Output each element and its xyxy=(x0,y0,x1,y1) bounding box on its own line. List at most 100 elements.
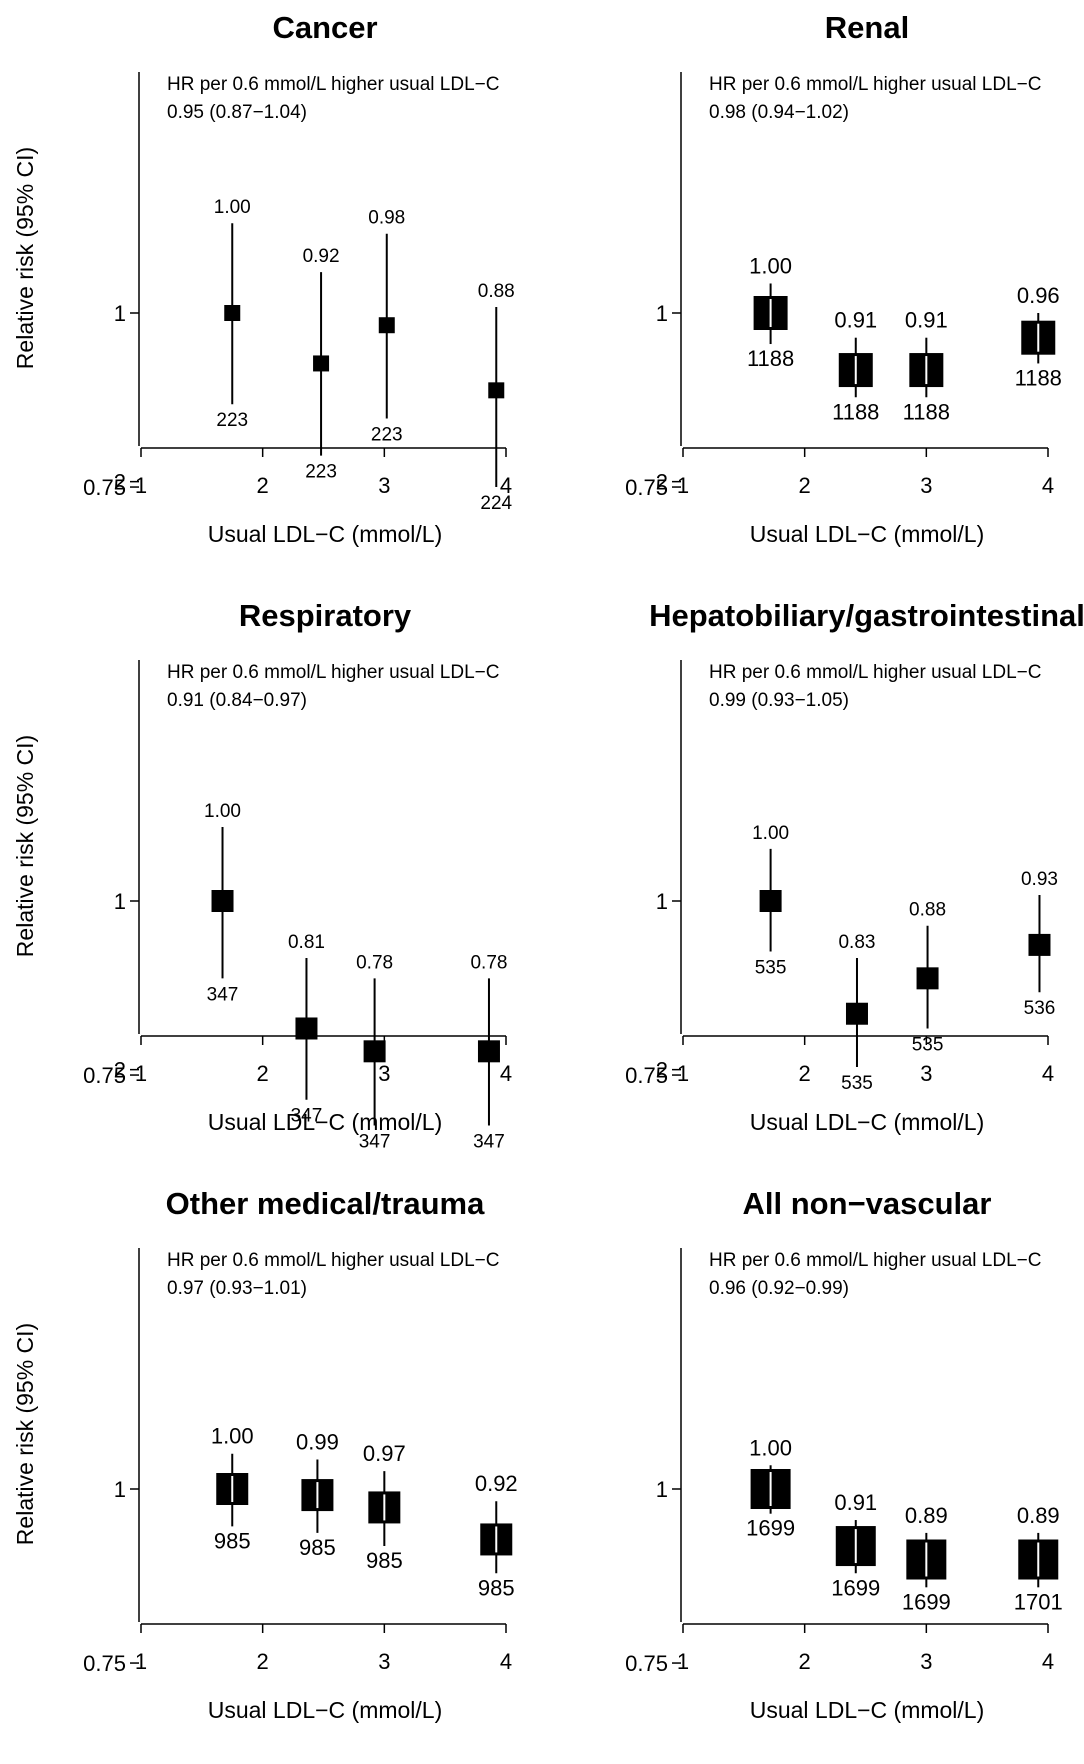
y-tick-label: 0.75 xyxy=(83,1651,126,1676)
x-tick-label: 4 xyxy=(500,473,512,498)
n-label: 985 xyxy=(366,1548,403,1573)
point-marker xyxy=(845,1002,868,1025)
point-marker xyxy=(313,355,330,372)
y-tick-label: 2 xyxy=(114,470,126,495)
n-label: 347 xyxy=(291,1106,323,1127)
plot-svg: Hepatobiliary/gastrointestinal HR per 0.6… xyxy=(625,470,1084,1135)
n-label: 985 xyxy=(214,1528,251,1553)
y-tick-label: 1 xyxy=(114,301,126,326)
y-tick-label: 1 xyxy=(656,889,668,914)
y-tick-label: 0.75 xyxy=(83,475,126,500)
n-label: 347 xyxy=(473,1131,505,1152)
chart-title: Cancer xyxy=(272,10,377,45)
point-marker xyxy=(916,967,939,990)
y-axis-label: Relative risk (95% CI) xyxy=(12,735,38,957)
rr-label: 0.91 xyxy=(834,308,877,333)
x-tick-label: 3 xyxy=(378,1649,390,1674)
n-label: 223 xyxy=(305,462,337,483)
panel-cancer: Cancer HR per 0.6 mmol/L higher usual LDL… xyxy=(0,0,542,588)
x-tick-label: 2 xyxy=(799,1649,811,1674)
rr-label: 1.00 xyxy=(749,253,792,278)
x-tick-label: 3 xyxy=(920,1061,932,1086)
rr-label: 1.00 xyxy=(214,197,251,218)
x-tick-label: 3 xyxy=(378,1061,390,1086)
point-marker xyxy=(488,382,505,399)
rr-label: 1.00 xyxy=(204,801,241,822)
chart-title: Respiratory xyxy=(239,598,412,633)
n-label: 1701 xyxy=(1014,1589,1063,1614)
x-axis-label: Usual LDL−C (mmol/L) xyxy=(750,1109,985,1135)
y-axis-label: Relative risk (95% CI) xyxy=(12,1323,38,1545)
y-tick-label: 1 xyxy=(114,1477,126,1502)
n-label: 223 xyxy=(216,410,248,431)
hr-annotation-value: 0.97 (0.93−1.01) xyxy=(167,1278,307,1299)
hr-annotation-value: 0.99 (0.93−1.05) xyxy=(709,690,849,711)
x-tick-label: 2 xyxy=(799,1061,811,1086)
y-tick-label: 0.75 xyxy=(625,1651,668,1676)
n-label: 985 xyxy=(478,1575,515,1600)
rr-label: 0.78 xyxy=(470,952,507,973)
hr-annotation-label: HR per 0.6 mmol/L higher usual LDL−C xyxy=(709,1250,1041,1271)
hr-annotation-label: HR per 0.6 mmol/L higher usual LDL−C xyxy=(167,1250,499,1271)
rr-label: 1.00 xyxy=(749,1435,792,1460)
panel-all-non-vascular: All non−vascular HR per 0.6 mmol/L higher… xyxy=(542,1058,1084,1764)
chart-title: All non−vascular xyxy=(743,1186,992,1221)
n-label: 1699 xyxy=(746,1516,795,1541)
x-tick-label: 1 xyxy=(677,1649,689,1674)
n-label: 535 xyxy=(912,1034,944,1055)
point-marker xyxy=(759,890,782,912)
y-tick-label: 0.75 xyxy=(625,475,668,500)
n-label: 1699 xyxy=(831,1575,880,1600)
hr-annotation-value: 0.98 (0.94−1.02) xyxy=(709,102,849,123)
rr-label: 0.91 xyxy=(905,308,948,333)
y-tick-label: 0.75 xyxy=(625,1063,668,1088)
x-tick-label: 2 xyxy=(257,1649,269,1674)
point-marker xyxy=(378,317,395,334)
y-tick-label: 1 xyxy=(114,889,126,914)
x-tick-label: 1 xyxy=(677,473,689,498)
x-tick-label: 4 xyxy=(500,1061,512,1086)
chart-title: Other medical/trauma xyxy=(166,1186,485,1221)
rr-label: 0.78 xyxy=(356,952,393,973)
n-label: 224 xyxy=(480,493,512,514)
x-tick-label: 1 xyxy=(677,1061,689,1086)
rr-label: 0.99 xyxy=(296,1429,339,1454)
x-tick-label: 4 xyxy=(1042,1061,1054,1086)
x-tick-label: 1 xyxy=(135,473,147,498)
rr-label: 0.89 xyxy=(1017,1503,1060,1528)
hr-annotation-value: 0.95 (0.87−1.04) xyxy=(167,102,307,123)
x-axis-label: Usual LDL−C (mmol/L) xyxy=(750,1697,985,1723)
rr-label: 0.88 xyxy=(909,900,946,921)
n-label: 1188 xyxy=(747,346,794,371)
point-marker xyxy=(363,1040,386,1063)
rr-label: 0.81 xyxy=(288,932,325,953)
n-label: 347 xyxy=(359,1131,391,1152)
panel-hepatobiliary: Hepatobiliary/gastrointestinal HR per 0.6… xyxy=(542,470,1084,1176)
hr-annotation-label: HR per 0.6 mmol/L higher usual LDL−C xyxy=(709,74,1041,95)
rr-label: 0.88 xyxy=(478,281,515,302)
chart-title: Hepatobiliary/gastrointestinal xyxy=(649,598,1084,633)
panel-respiratory: Respiratory HR per 0.6 mmol/L higher usua… xyxy=(0,470,542,1176)
panel-other-medical-trauma: Other medical/trauma HR per 0.6 mmol/L hi… xyxy=(0,1058,542,1764)
point-marker xyxy=(211,890,234,912)
hr-annotation-value: 0.96 (0.92−0.99) xyxy=(709,1278,849,1299)
y-tick-label: 1 xyxy=(656,301,668,326)
n-label: 1699 xyxy=(902,1589,951,1614)
hr-annotation-label: HR per 0.6 mmol/L higher usual LDL−C xyxy=(709,662,1041,683)
plot-svg: Respiratory HR per 0.6 mmol/L higher usua… xyxy=(12,470,512,1153)
point-marker xyxy=(1028,933,1051,956)
panel-renal: Renal HR per 0.6 mmol/L higher usual LDL−… xyxy=(542,0,1084,588)
x-tick-label: 2 xyxy=(799,473,811,498)
rr-label: 0.89 xyxy=(905,1503,948,1528)
rr-label: 0.92 xyxy=(475,1471,518,1496)
hr-annotation-value: 0.91 (0.84−0.97) xyxy=(167,690,307,711)
x-axis-label: Usual LDL−C (mmol/L) xyxy=(208,521,443,547)
x-tick-label: 3 xyxy=(920,473,932,498)
n-label: 223 xyxy=(371,424,403,445)
x-tick-label: 4 xyxy=(1042,473,1054,498)
rr-label: 0.93 xyxy=(1021,869,1058,890)
n-label: 1188 xyxy=(903,399,950,424)
n-label: 985 xyxy=(299,1535,336,1560)
y-tick-label: 2 xyxy=(656,1058,668,1083)
